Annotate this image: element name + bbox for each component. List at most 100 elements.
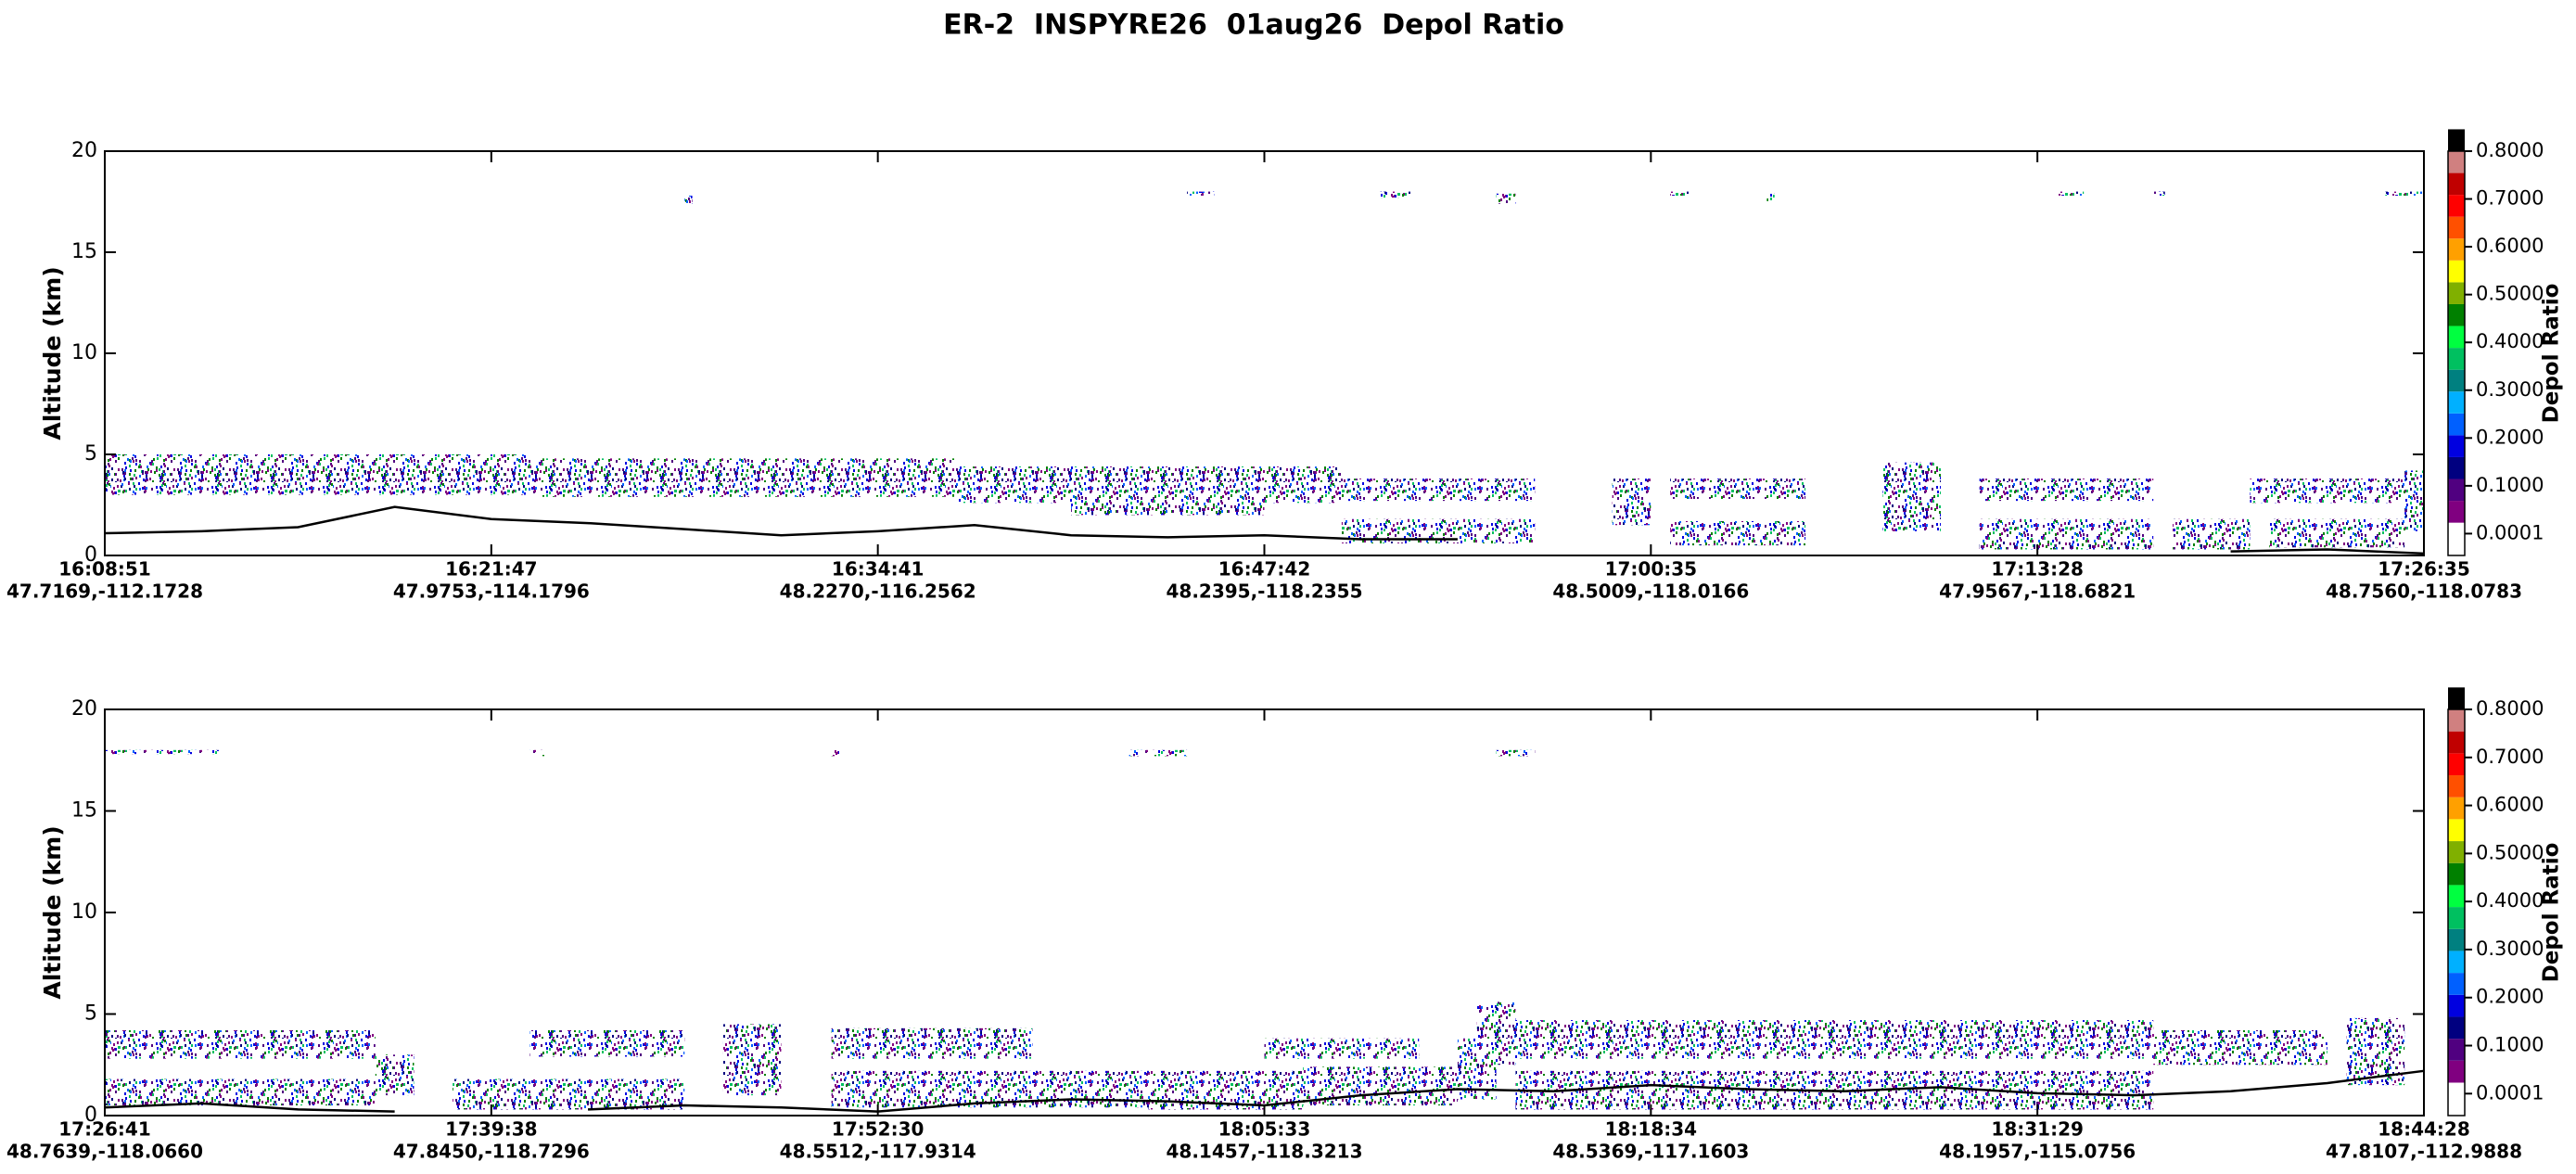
cloud-layer <box>1670 479 1806 499</box>
surface-line <box>104 1069 2425 1113</box>
x-tick-location: 48.7560,-118.0783 <box>2326 581 2522 603</box>
colorbar-swatch <box>2448 731 2465 754</box>
x-tick-location: 48.5512,-117.9314 <box>780 1141 976 1163</box>
y-tick-label: 15 <box>71 240 97 263</box>
cloud-layer <box>1071 494 1265 516</box>
colorbar-swatch <box>2448 172 2465 196</box>
colorbar-swatch <box>2448 1060 2465 1083</box>
x-tick-label: 17:13:28 <box>1991 558 2084 581</box>
cloud-layer <box>2153 1030 2327 1066</box>
colorbar-swatch <box>2448 435 2465 457</box>
colorbar-swatch <box>2448 907 2465 929</box>
cloud-layer <box>831 1070 1149 1108</box>
colorbar-swatch <box>2448 391 2465 414</box>
cloud-layer <box>684 195 693 204</box>
colorbar-label: Depol Ratio <box>2540 284 2564 424</box>
cloud-layer <box>1341 479 1536 502</box>
y-tick-label: 0 <box>84 543 97 567</box>
cloud-layer <box>1882 462 1941 531</box>
colorbar-swatch <box>2448 1016 2465 1040</box>
x-tick-location: 48.7639,-118.0660 <box>6 1141 203 1163</box>
y-tick-label: 20 <box>71 139 97 162</box>
colorbar-swatch <box>2448 951 2465 974</box>
cloud-layer <box>722 1024 782 1096</box>
colorbar-tick-label: 0.2000 <box>2476 986 2544 1008</box>
x-tick-label: 18:44:28 <box>2378 1118 2470 1141</box>
y-tick-label: 0 <box>84 1104 97 1127</box>
colorbar-tick-label: 0.0001 <box>2476 521 2544 543</box>
y-axis-label: Altitude (km) <box>39 825 66 999</box>
x-tick-label: 17:39:38 <box>445 1118 538 1141</box>
x-tick-label: 18:18:34 <box>1605 1118 1698 1141</box>
colorbar-swatch <box>2448 1082 2465 1116</box>
cloud-layer <box>2173 518 2251 550</box>
colorbar-swatch <box>2448 994 2465 1017</box>
colorbar-swatch <box>2448 501 2465 523</box>
colorbar-tick-label: 0.3000 <box>2476 938 2544 960</box>
colorbar-tick-label: 0.1000 <box>2476 1034 2544 1056</box>
cloud-layer <box>1612 479 1651 526</box>
colorbar-swatch <box>2448 709 2465 732</box>
y-tick-label: 20 <box>71 697 97 721</box>
colorbar-tick-label: 0.7000 <box>2476 746 2544 768</box>
cloud-layer <box>529 1030 685 1057</box>
colorbar-swatch <box>2448 303 2465 326</box>
x-tick-label: 17:26:35 <box>2378 558 2470 581</box>
cloud-layer <box>375 1054 414 1096</box>
colorbar-swatch <box>2448 325 2465 349</box>
y-tick-label: 5 <box>84 1002 97 1026</box>
cloud-layer <box>1129 749 1188 757</box>
colorbar-swatch <box>2448 260 2465 283</box>
colorbar-label: Depol Ratio <box>2540 843 2564 983</box>
colorbar-tick-label: 0.0001 <box>2476 1081 2544 1104</box>
colorbar-swatch <box>2448 753 2465 776</box>
colorbar-swatch <box>2448 456 2465 479</box>
colorbar-swatch <box>2448 1039 2465 1061</box>
colorbar-swatch <box>2448 129 2465 151</box>
cloud-layer <box>831 749 839 757</box>
cloud-layer <box>2269 518 2405 548</box>
colorbar-tick-label: 0.1000 <box>2476 474 2544 496</box>
colorbar-swatch <box>2448 369 2465 392</box>
colorbar-swatch <box>2448 151 2465 173</box>
cloud-layer <box>2385 191 2424 196</box>
cloud-layer <box>105 1030 376 1059</box>
colorbar-tick-label: 0.7000 <box>2476 187 2544 210</box>
cloud-layer <box>1670 191 1690 196</box>
colorbar-tick-label: 0.5000 <box>2476 841 2544 863</box>
cloud-layer <box>529 749 546 757</box>
x-tick-location: 47.9753,-114.1796 <box>393 581 590 603</box>
x-tick-label: 17:52:30 <box>832 1118 925 1141</box>
x-tick-location: 47.7169,-112.1728 <box>6 581 203 603</box>
cloud-layer <box>1496 193 1516 204</box>
colorbar-swatch <box>2448 238 2465 261</box>
colorbar-swatch <box>2448 522 2465 555</box>
colorbar-swatch <box>2448 819 2465 842</box>
colorbar-swatch <box>2448 195 2465 217</box>
x-tick-label: 16:47:42 <box>1218 558 1311 581</box>
surface-line <box>104 505 2425 555</box>
colorbar-swatch <box>2448 216 2465 239</box>
colorbar-tick-label: 0.8000 <box>2476 697 2544 720</box>
x-tick-label: 17:26:41 <box>58 1118 151 1141</box>
cloud-layer <box>2153 191 2165 196</box>
x-tick-location: 48.5369,-117.1603 <box>1552 1141 1749 1163</box>
colorbar-tick-label: 0.4000 <box>2476 330 2544 352</box>
cloud-layer <box>1380 191 1411 198</box>
cloud-layer <box>2057 191 2085 196</box>
figure-title: ER-2 INSPYRE26 01aug26 Depol Ratio <box>943 9 1564 42</box>
y-tick-label: 5 <box>84 442 97 466</box>
colorbar-swatch <box>2448 973 2465 995</box>
x-tick-label: 16:34:41 <box>832 558 925 581</box>
y-axis-label: Altitude (km) <box>39 266 66 440</box>
colorbar-swatch <box>2448 348 2465 370</box>
x-tick-label: 18:31:29 <box>1991 1118 2084 1141</box>
colorbar-tick-label: 0.2000 <box>2476 426 2544 448</box>
cloud-layer <box>529 458 956 497</box>
x-tick-location: 48.2395,-118.2355 <box>1166 581 1362 603</box>
cloud-layer <box>2250 479 2424 504</box>
colorbar-swatch <box>2448 885 2465 908</box>
colorbar-swatch <box>2448 841 2465 863</box>
